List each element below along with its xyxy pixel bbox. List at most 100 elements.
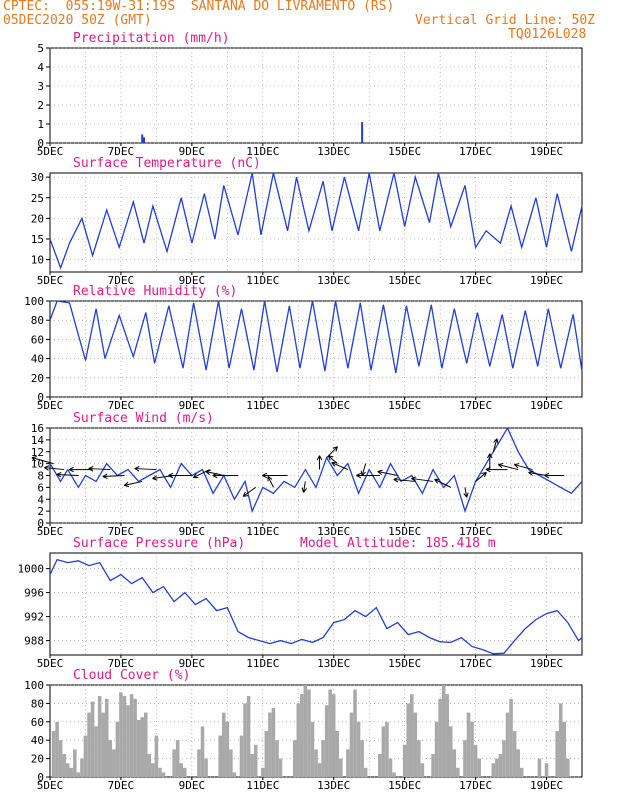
precip-frame — [49, 47, 583, 144]
cloud-bar — [239, 735, 244, 777]
cloud-bar — [317, 763, 322, 777]
cloud-bar — [402, 744, 407, 777]
cloud-bar — [388, 758, 393, 777]
cloud-bar — [80, 758, 84, 777]
rh-ytick-label: 20 — [31, 372, 44, 385]
wind-vector — [102, 475, 125, 477]
precip-ytick-label: 1 — [37, 118, 44, 131]
rh-ytick-label: 40 — [31, 353, 44, 366]
cloud-bar — [555, 731, 559, 777]
precip-xtick-label: 7DEC — [108, 145, 135, 158]
cloud-bar — [310, 721, 315, 777]
wind-vector-head — [88, 466, 94, 472]
cloud-bar — [431, 754, 435, 777]
pressure-xtick-label: 15DEC — [388, 657, 421, 670]
cloud-bar — [491, 763, 496, 777]
cloud-bar — [115, 721, 120, 777]
wind-ytick-label: 16 — [31, 422, 44, 435]
wind-vector — [205, 471, 224, 476]
wind-vector — [361, 463, 367, 476]
cloud-bar — [512, 731, 517, 777]
cloud-bar — [143, 712, 148, 777]
cloud-bar — [154, 735, 159, 777]
precip-bar — [361, 122, 364, 143]
temp-title: Surface Temperature (nC) — [73, 156, 261, 171]
cloud-bar — [324, 705, 329, 777]
cloud-bar — [314, 749, 318, 777]
wind-vector-head — [44, 465, 50, 471]
wind-vector-head — [102, 473, 108, 480]
wind-vector-head — [487, 453, 493, 459]
wind-vector — [134, 468, 157, 471]
precip-xtick-label: 19DEC — [530, 145, 563, 158]
cloud-bar — [516, 749, 520, 777]
wind-vector-head — [528, 470, 534, 476]
wind-vector-head — [31, 456, 37, 462]
cloud-ytick-label: 20 — [31, 753, 44, 766]
cloud-bar — [452, 749, 457, 777]
wind-xtick-label: 17DEC — [459, 525, 492, 538]
cloud-bar — [331, 694, 336, 777]
wind-vector-head — [331, 461, 337, 467]
rh-series-line — [49, 300, 583, 374]
precip-xtick-label: 15DEC — [388, 145, 421, 158]
cloud-bar — [51, 731, 56, 777]
cloud-bar — [360, 740, 364, 777]
cloud-bar — [473, 744, 478, 777]
cloud-bar — [385, 721, 389, 777]
temp-xtick-label: 9DEC — [179, 274, 206, 287]
cloud-bar — [519, 767, 524, 777]
wind-vector — [124, 480, 143, 486]
temp-xtick-label: 13DEC — [317, 274, 350, 287]
cloud-bar — [204, 758, 208, 777]
wind-vector — [514, 464, 533, 471]
wind-vector — [44, 467, 65, 471]
cloud-bar — [353, 689, 357, 777]
precip-ytick-label: 3 — [37, 80, 44, 93]
cloud-bar — [378, 754, 382, 777]
temp-ytick-label: 10 — [31, 254, 44, 267]
cloud-bar — [183, 767, 187, 777]
wind-vector — [393, 478, 416, 482]
wind-ytick-label: 2 — [37, 505, 44, 518]
wind-vector-head — [192, 473, 199, 479]
precip-title: Precipitation (mm/h) — [73, 31, 230, 46]
wind-ytick-label: 8 — [37, 470, 44, 483]
cloud-bar — [417, 740, 421, 777]
temp-ytick-label: 20 — [31, 212, 44, 225]
cloud-bar — [300, 694, 304, 777]
cloud-bar — [151, 763, 155, 777]
cloud-bar — [104, 698, 109, 777]
cloud-bar — [250, 754, 254, 777]
wind-vector-head — [316, 455, 323, 461]
wind-vector — [377, 471, 398, 476]
cloud-bar — [470, 721, 474, 777]
pressure-xtick-label: 5DEC — [37, 657, 64, 670]
cloud-bar — [94, 726, 98, 777]
precip-xtick-label: 5DEC — [37, 145, 64, 158]
wind-xtick-label: 11DEC — [246, 525, 279, 538]
cloud-bar — [158, 767, 162, 777]
pressure-xtick-label: 13DEC — [317, 657, 350, 670]
cloud-bar — [133, 698, 137, 777]
cloud-bar — [392, 772, 396, 777]
pressure-ytick-label: 1000 — [18, 563, 45, 576]
rh-frame — [49, 300, 583, 398]
pressure-series-line — [49, 558, 583, 655]
temp-series-line — [49, 172, 583, 270]
wind-vector — [475, 472, 487, 482]
wind-vector — [411, 477, 434, 482]
cloud-bar — [73, 749, 77, 777]
header-vertical-grid: Vertical Grid Line: 50Z — [415, 13, 596, 28]
wind-vector-head — [332, 446, 338, 452]
wind-vector — [492, 438, 498, 452]
wind-vector — [242, 486, 256, 497]
wind-xtick-label: 19DEC — [530, 525, 563, 538]
cloud-bar — [246, 696, 251, 777]
cloud-bar — [420, 763, 425, 777]
cloud-ytick-label: 60 — [31, 716, 44, 729]
temp-frame — [49, 172, 583, 273]
cloud-bar — [558, 703, 563, 777]
cloud-bar — [97, 696, 102, 777]
